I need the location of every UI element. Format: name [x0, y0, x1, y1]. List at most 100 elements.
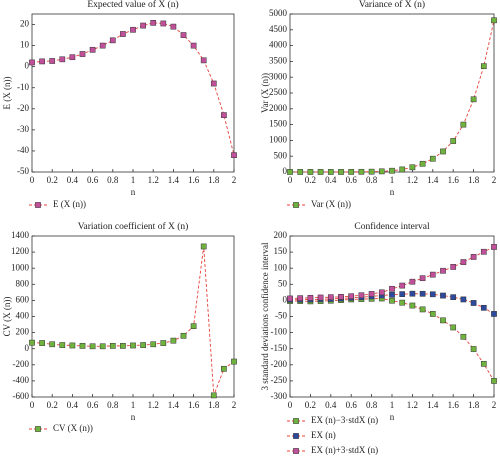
x-axis-label: n: [131, 412, 136, 422]
y-tick-label: 100: [274, 262, 288, 272]
point: [221, 365, 227, 372]
legend-marker: [293, 418, 299, 424]
x-tick-label: 0.6: [346, 400, 358, 410]
y-tick-label: 1500: [269, 119, 288, 129]
point: [170, 337, 177, 344]
series-line: [31, 22, 235, 156]
x-tick-label: 0: [288, 175, 293, 185]
point: [317, 169, 324, 175]
legend-marker: [293, 433, 299, 439]
y-tick-label: -200: [271, 359, 288, 369]
point: [170, 23, 177, 30]
y-tick-label: 10: [20, 40, 30, 50]
y-tick-label: 20: [20, 19, 30, 29]
x-tick-label: 1.8: [208, 400, 220, 410]
point: [480, 63, 487, 69]
point: [99, 343, 106, 350]
legend-label: E (X (n)): [53, 199, 86, 209]
point: [29, 339, 35, 346]
x-tick-label: 1.4: [168, 175, 180, 185]
y-tick-label: 600: [16, 294, 30, 304]
panel: Variation coefficient of X (n) -600 -400 -2…: [2, 221, 237, 433]
y-tick-label: -20: [17, 103, 29, 113]
x-tick-label: 2: [492, 400, 497, 410]
x-tick-label: 0.6: [87, 400, 99, 410]
y-tick-label: 3000: [269, 71, 288, 81]
y-tick-label: -600: [13, 391, 30, 401]
y-tick-label: 200: [16, 327, 30, 337]
point: [39, 340, 45, 346]
y-tick-label: 4500: [269, 24, 288, 34]
point: [317, 294, 324, 301]
chart-title: Variation coefficient of X (n): [78, 221, 189, 232]
y-tick-label: -250: [271, 375, 288, 385]
point: [460, 333, 467, 340]
y-tick-label: -150: [271, 343, 288, 353]
point: [491, 244, 497, 250]
x-tick-label: 2: [232, 400, 237, 410]
point: [120, 343, 126, 349]
x-tick-label: 0.6: [346, 175, 358, 185]
x-tick-label: 1.8: [468, 400, 480, 410]
y-tick-label: 2500: [269, 87, 288, 97]
point: [419, 290, 426, 297]
point: [399, 166, 406, 173]
x-tick-label: 0: [288, 400, 293, 410]
point: [89, 343, 96, 350]
point: [89, 46, 96, 53]
plot-frame: [289, 13, 495, 173]
x-tick-label: 0.4: [325, 175, 337, 185]
point: [358, 168, 365, 175]
y-tick-label: 500: [274, 150, 288, 160]
point: [470, 254, 477, 260]
point: [338, 294, 344, 300]
point: [109, 343, 116, 349]
point: [429, 155, 436, 162]
point: [140, 342, 146, 348]
x-tick-label: 1.2: [407, 400, 418, 410]
y-tick-label: 0: [283, 294, 288, 304]
y-tick-label: 4000: [269, 40, 288, 50]
panel: Variance of X (n) 0 500 1000 1500 2000 2500 300…: [260, 0, 497, 209]
point: [470, 300, 477, 306]
x-tick-label: 1.8: [468, 175, 480, 185]
x-tick-label: 1: [390, 400, 395, 410]
chart-title: Expected value of X (n): [87, 0, 178, 10]
point: [39, 58, 45, 65]
x-tick-label: 1.2: [148, 400, 159, 410]
point: [440, 267, 446, 274]
x-tick-label: 0.4: [67, 400, 79, 410]
point: [429, 291, 436, 298]
x-tick-label: 0: [30, 400, 35, 410]
point: [210, 392, 217, 399]
x-tick-label: 0.2: [305, 400, 316, 410]
point: [470, 346, 477, 352]
point: [327, 169, 334, 175]
x-tick-label: 0.2: [47, 175, 58, 185]
point: [348, 293, 355, 300]
point: [419, 160, 426, 167]
x-tick-label: 0.2: [47, 400, 58, 410]
y-tick-label: 0: [283, 166, 288, 176]
point: [460, 296, 467, 303]
plot-frame: [31, 13, 235, 173]
point: [460, 259, 467, 265]
point: [49, 58, 56, 64]
series-line: [290, 20, 495, 173]
point: [200, 57, 207, 64]
point: [160, 20, 167, 27]
y-tick-label: -100: [271, 327, 288, 337]
point: [180, 332, 187, 339]
panel: Expected value of X (n) -50 -40 -30 -20 -10 0 1…: [2, 0, 237, 209]
x-tick-label: 0.2: [305, 175, 316, 185]
y-axis-label: 3 standard deviations confidence interva…: [260, 242, 270, 390]
point: [59, 342, 66, 348]
panel: Confidence interval -300 -250 -200 -150 -100 -…: [260, 221, 497, 455]
point: [327, 294, 334, 301]
point: [389, 291, 395, 298]
y-tick-label: 5000: [269, 8, 288, 18]
y-tick-label: 3500: [269, 55, 288, 65]
point: [200, 243, 207, 250]
y-tick-label: -10: [17, 82, 29, 92]
